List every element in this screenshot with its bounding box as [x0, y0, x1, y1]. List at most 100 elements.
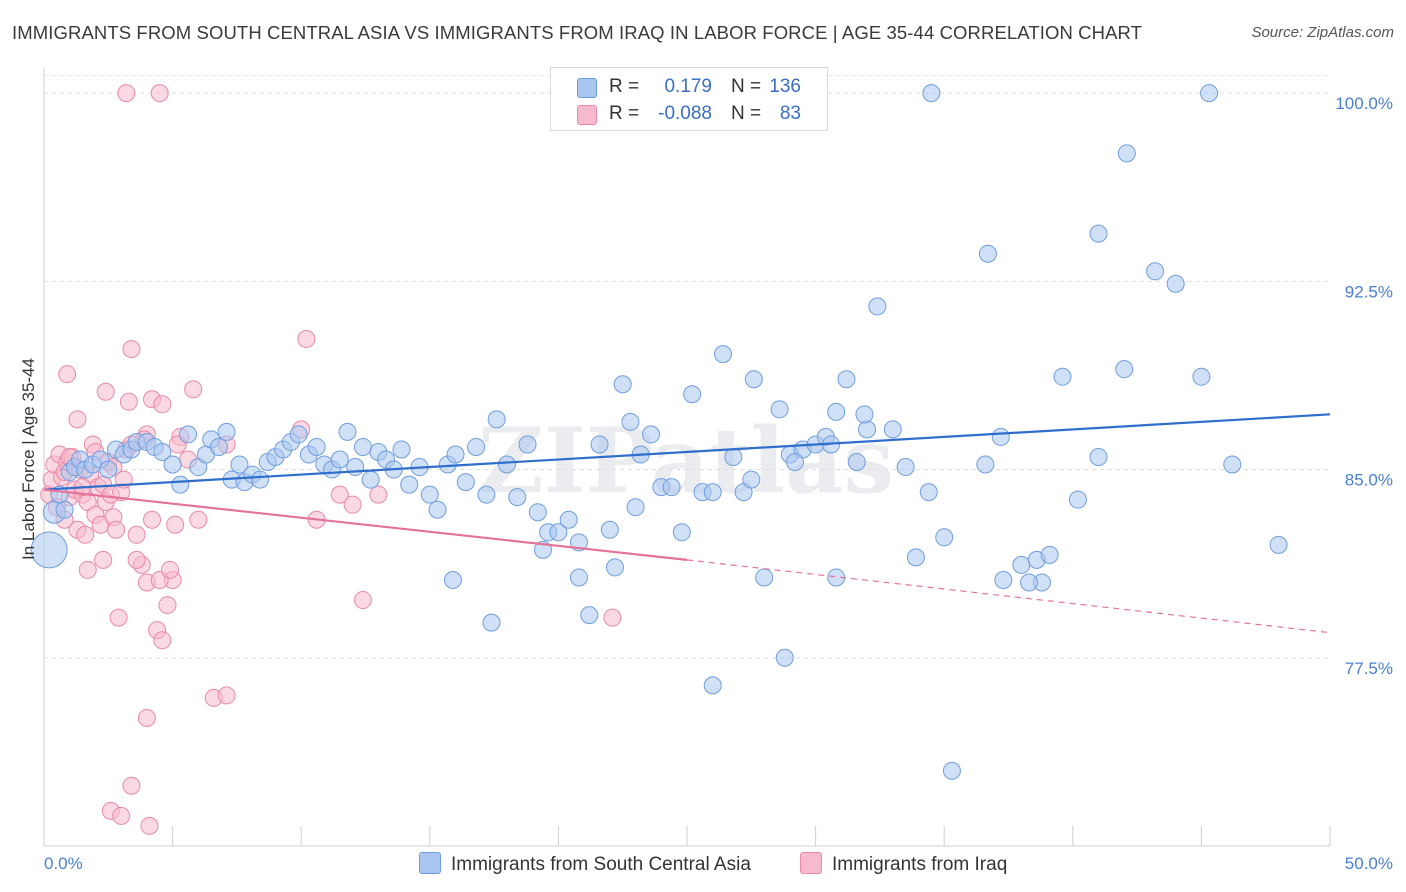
tick-labels: 100.0% 92.5% 85.0% 77.5% 0.0% 50.0% [44, 94, 1393, 873]
legend-r-value: -0.088 [658, 103, 712, 124]
data-point-iraq [343, 495, 362, 514]
legend-n-value: 136 [769, 76, 801, 97]
data-point-south-central-asia [883, 420, 902, 439]
chart-source: Source: ZipAtlas.com [1251, 24, 1394, 41]
data-point-south-central-asia [976, 455, 995, 474]
data-point-south-central-asia [600, 520, 619, 539]
data-point-south-central-asia [847, 453, 866, 472]
axes [43, 68, 1331, 847]
legend-item-iraq[interactable]: Immigrants from Iraq [800, 852, 1007, 876]
data-point-south-central-asia [922, 84, 941, 103]
data-point-iraq [166, 515, 185, 534]
data-point-south-central-asia [30, 531, 68, 569]
legend-row-iraq: R = -0.088 N = 83 [551, 101, 827, 129]
data-point-south-central-asia [1020, 573, 1039, 592]
data-point-iraq [297, 330, 316, 349]
trend-line-iraq-extension [686, 559, 1331, 634]
data-point-iraq [96, 382, 115, 401]
data-point-south-central-asia [420, 485, 439, 504]
data-point-south-central-asia [1115, 360, 1134, 379]
data-point-south-central-asia [1223, 455, 1242, 474]
data-point-south-central-asia [605, 558, 624, 577]
legend-r-label: R = [609, 103, 640, 124]
data-point-south-central-asia [1166, 274, 1185, 293]
y-tick-label: 85.0% [1345, 471, 1393, 490]
legend-r-label: R = [609, 76, 640, 97]
data-point-iraq [137, 709, 156, 728]
data-point-south-central-asia [786, 453, 805, 472]
data-point-south-central-asia [1089, 224, 1108, 243]
data-point-south-central-asia [590, 435, 609, 454]
data-point-iraq [330, 485, 349, 504]
data-point-south-central-asia [703, 676, 722, 695]
data-point-south-central-asia [1146, 262, 1165, 281]
data-point-south-central-asia [991, 427, 1010, 446]
data-point-south-central-asia [683, 385, 702, 404]
data-point-south-central-asia [528, 503, 547, 522]
data-point-iraq [127, 550, 146, 569]
data-point-south-central-asia [171, 475, 190, 494]
data-point-south-central-asia [307, 437, 326, 456]
data-point-south-central-asia [477, 485, 496, 504]
data-point-south-central-asia [153, 442, 172, 461]
data-point-south-central-asia [361, 470, 380, 489]
data-point-south-central-asia [1040, 545, 1059, 564]
data-point-south-central-asia [179, 425, 198, 444]
data-point-south-central-asia [467, 437, 486, 456]
data-point-south-central-asia [744, 370, 763, 389]
data-point-iraq [153, 395, 172, 414]
data-point-iraq [122, 776, 141, 795]
data-point-south-central-asia [935, 528, 954, 547]
data-point-iraq [117, 84, 136, 103]
trend-line-south-central-asia [43, 413, 1331, 491]
y-tick-label: 77.5% [1345, 659, 1393, 678]
data-point-south-central-asia [338, 422, 357, 441]
legend-label: Immigrants from South Central Asia [451, 854, 751, 875]
data-point-iraq [107, 520, 126, 539]
data-point-iraq [161, 560, 180, 579]
legend-swatch-blue [419, 852, 441, 874]
trend-lines [43, 413, 1331, 634]
data-point-south-central-asia [289, 425, 308, 444]
legend-row-south-central-asia: R = 0.179 N = 136 [551, 74, 827, 102]
data-point-south-central-asia [487, 410, 506, 429]
data-point-south-central-asia [1192, 367, 1211, 386]
y-tick-label: 92.5% [1345, 282, 1393, 301]
legend-label: Immigrants from Iraq [832, 854, 1008, 875]
data-point-south-central-asia [755, 568, 774, 587]
data-point-south-central-asia [497, 455, 516, 474]
data-point-south-central-asia [508, 488, 527, 507]
data-point-south-central-asia [662, 478, 681, 497]
data-point-south-central-asia [1012, 555, 1031, 574]
x-tick-label: 50.0% [1345, 854, 1393, 873]
data-point-south-central-asia [626, 498, 645, 517]
data-point-iraq [189, 510, 208, 529]
data-point-iraq [109, 608, 128, 627]
data-point-south-central-asia [613, 375, 632, 394]
data-point-iraq [58, 365, 77, 384]
data-point-south-central-asia [446, 445, 465, 464]
data-point-south-central-asia [346, 458, 365, 477]
trend-line-iraq [43, 488, 688, 561]
data-point-south-central-asia [742, 470, 761, 489]
data-point-south-central-asia [1117, 144, 1136, 163]
data-point-south-central-asia [230, 455, 249, 474]
data-point-south-central-asia [1200, 84, 1219, 103]
legend-item-south-central-asia[interactable]: Immigrants from South Central Asia [419, 852, 751, 876]
data-point-south-central-asia [672, 523, 691, 542]
data-point-south-central-asia [549, 523, 568, 542]
data-point-south-central-asia [580, 606, 599, 625]
data-point-iraq [353, 591, 372, 610]
data-point-south-central-asia [724, 448, 743, 466]
data-point-iraq [217, 686, 236, 705]
grid-lines [44, 75, 1330, 659]
data-point-south-central-asia [569, 568, 588, 587]
data-point-iraq [122, 340, 141, 359]
data-point-south-central-asia [919, 483, 938, 502]
data-point-south-central-asia [353, 437, 372, 456]
data-point-iraq [119, 392, 138, 411]
data-point-south-central-asia [518, 435, 537, 454]
data-point-south-central-asia [858, 420, 877, 439]
data-point-south-central-asia [55, 500, 74, 519]
